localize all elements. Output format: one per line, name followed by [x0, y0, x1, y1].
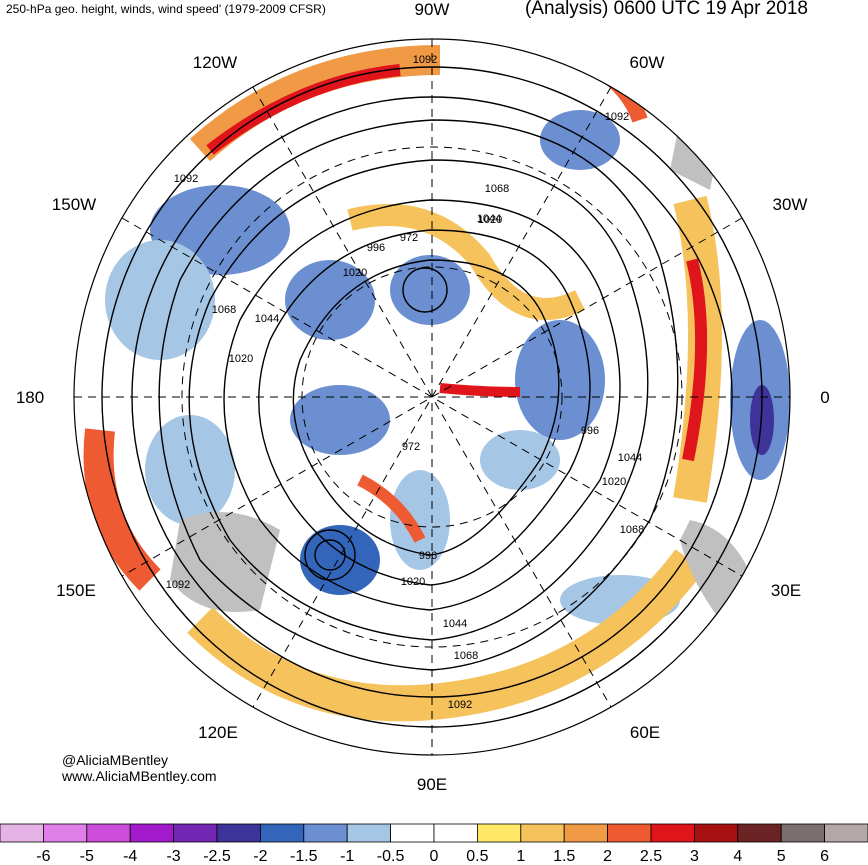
- colorbar-tick-label: -1.5: [290, 848, 318, 865]
- colorbar-box: [259, 823, 305, 843]
- lon-label-120e: 120E: [198, 723, 238, 742]
- colorbar-box: [390, 823, 435, 843]
- contour-label: 1068: [485, 183, 509, 195]
- colorbar-box: [694, 823, 739, 843]
- colorbar-tick-label: -3: [166, 848, 180, 865]
- contour-label: 1092: [448, 699, 472, 711]
- polar-map: 90W 60W 30W 0 30E 60E 90E 120E 150E 180 …: [16, 0, 830, 794]
- colorbar-tick-label: 0.5: [466, 848, 488, 865]
- colorbar-box: [563, 823, 609, 843]
- lon-label-30e: 30E: [771, 581, 801, 600]
- colorbar-box: [607, 823, 652, 843]
- colorbar-tick-label: -2: [253, 848, 267, 865]
- contour-label: 996: [419, 550, 437, 562]
- colorbar-box: [173, 823, 218, 843]
- colorbar-box: [433, 823, 478, 843]
- contour-label: 1020: [602, 476, 626, 488]
- colorbar-box: [780, 823, 826, 843]
- lon-label-0: 0: [820, 388, 829, 407]
- contour-label: 972: [400, 232, 418, 244]
- colorbar-box: [216, 823, 261, 843]
- colorbar-tick-label: 1.5: [553, 848, 575, 865]
- contour-label: 1044: [618, 452, 642, 464]
- colorbar-labels: -6 -5 -4 -3 -2.5 -2 -1.5 -1 -0.5 0 0.5 1 1.5 2 2.5 3 4 5 6: [36, 848, 829, 865]
- colorbar-tick-label: 1: [516, 848, 525, 865]
- credit-website[interactable]: www.AliciaMBentley.com: [62, 768, 217, 784]
- colorbar-box: [0, 823, 44, 843]
- contour-label: 1068: [454, 650, 478, 662]
- contour-label: 1068: [212, 304, 236, 316]
- colorbar-tick-label: -4: [123, 848, 137, 865]
- colorbar-tick-label: -2.5: [203, 848, 231, 865]
- lon-label-90w: 90W: [415, 0, 450, 19]
- colorbar-tick-label: 2: [603, 848, 612, 865]
- contour-label: 1044: [255, 313, 279, 325]
- contour-label: 1020: [478, 214, 502, 226]
- contour-label: 1044: [443, 618, 467, 630]
- colorbar-tick-label: 5: [777, 848, 786, 865]
- contour-label: 1020: [229, 353, 253, 365]
- colorbar: -6 -5 -4 -3 -2.5 -2 -1.5 -1 -0.5 0 0.5 1 1.5 2 2.5 3 4 5 6: [0, 823, 868, 865]
- colorbar-box: [824, 823, 868, 843]
- colorbar-box: [520, 823, 565, 843]
- colorbar-tick-label: -5: [80, 848, 94, 865]
- longitude-labels: 90W 60W 30W 0 30E 60E 90E 120E 150E 180 …: [16, 0, 830, 794]
- lon-label-60w: 60W: [630, 53, 665, 72]
- contour-label: 1092: [166, 579, 190, 591]
- colorbar-tick-label: 2.5: [640, 848, 662, 865]
- credit-handle: @AliciaMBentley: [62, 752, 169, 768]
- colorbar-box: [650, 823, 695, 843]
- colorbar-tick-label: -0.5: [377, 848, 405, 865]
- colorbar-tick-label: 0: [430, 848, 439, 865]
- contour-label: 1020: [343, 267, 367, 279]
- contour-labels: 1092 1092 1092 1092 1092 1068 1068 1068 …: [166, 54, 644, 711]
- lon-label-180: 180: [16, 388, 44, 407]
- colorbar-tick-label: -6: [36, 848, 50, 865]
- lon-label-150w: 150W: [52, 195, 96, 214]
- lon-label-30w: 30W: [773, 195, 808, 214]
- colorbar-box: [737, 823, 782, 843]
- map-title: 250-hPa geo. height, winds, wind speed' …: [6, 2, 326, 16]
- contour-label: 1068: [620, 524, 644, 536]
- colorbar-box: [129, 823, 174, 843]
- colorbar-boxes: [0, 823, 868, 843]
- contour-label: 1092: [413, 54, 437, 66]
- contour-label: 972: [402, 441, 420, 453]
- contour-label: 1092: [174, 173, 198, 185]
- colorbar-tick-label: 6: [820, 848, 829, 865]
- contour-label: 996: [581, 425, 599, 437]
- lon-label-60e: 60E: [630, 723, 660, 742]
- lon-label-90e: 90E: [417, 775, 447, 794]
- map-boundary: [73, 38, 791, 756]
- graticule: [74, 39, 790, 755]
- colorbar-tick-label: 4: [733, 848, 742, 865]
- lon-label-120w: 120W: [193, 53, 237, 72]
- colorbar-tick-label: 3: [690, 848, 699, 865]
- lon-label-150e: 150E: [56, 581, 96, 600]
- contour-label: 996: [367, 242, 385, 254]
- colorbar-box: [476, 823, 522, 843]
- colorbar-box: [86, 823, 131, 843]
- colorbar-box: [346, 823, 392, 843]
- colorbar-box: [43, 823, 88, 843]
- colorbar-tick-label: -1: [340, 848, 354, 865]
- valid-time-title: (Analysis) 0600 UTC 19 Apr 2018: [524, 0, 808, 19]
- contour-label: 1020: [401, 576, 425, 588]
- contour-label: 1044: [477, 213, 501, 225]
- colorbar-box: [303, 823, 348, 843]
- contour-label: 1092: [605, 111, 629, 123]
